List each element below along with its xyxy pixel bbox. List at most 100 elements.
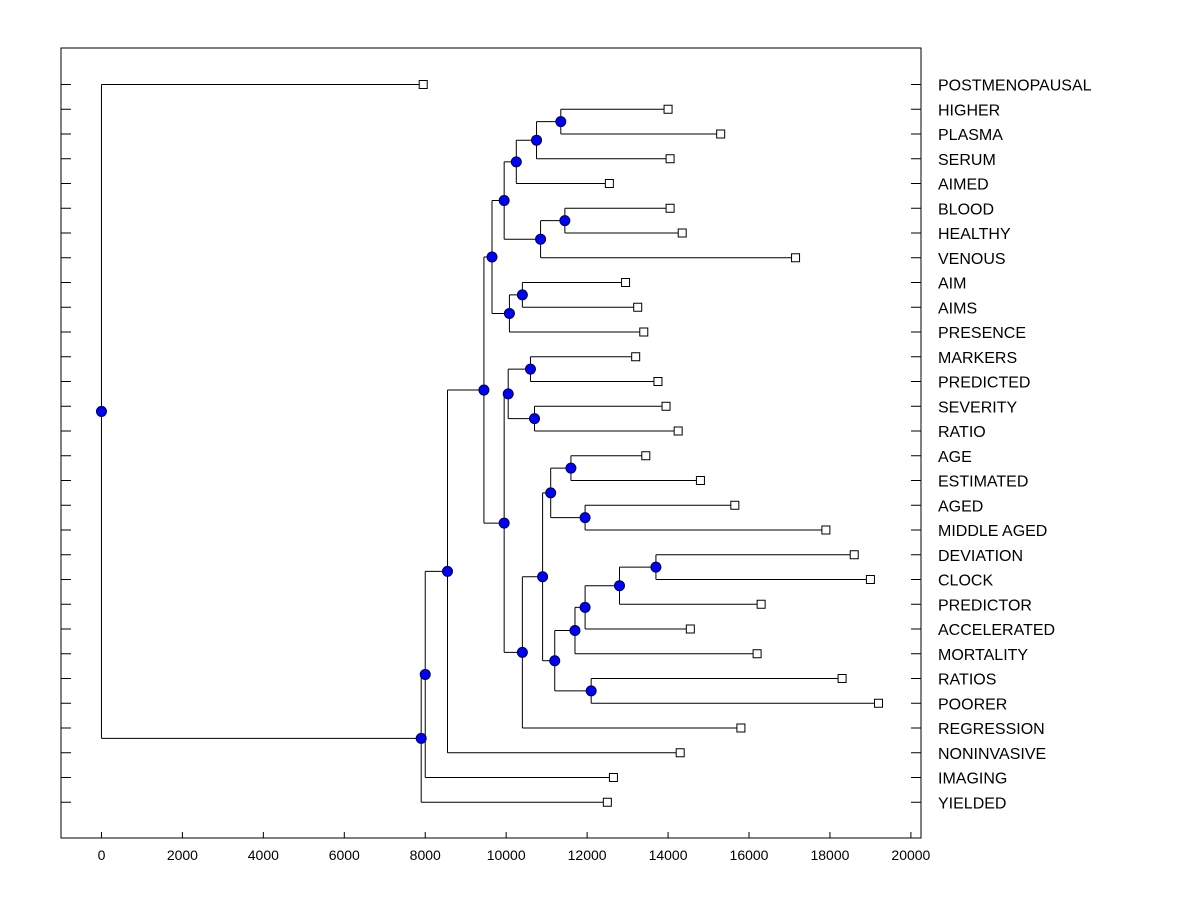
leaf-label: RATIO [938,424,986,441]
leaf-label: ACCELERATED [938,622,1055,639]
merge-node [95,405,107,417]
merge-node [650,561,662,573]
leaf-label: MORTALITY [938,647,1028,664]
merge-node [498,195,510,207]
leaf-label: PREDICTOR [938,597,1032,614]
leaf-label: RATIOS [938,672,996,689]
merge-node [613,580,625,592]
leaf-marker [837,674,847,683]
merge-node [545,487,557,499]
leaf-label: NONINVASIVE [938,746,1046,763]
leaf-marker [685,624,695,634]
leaf-label: HEALTHY [938,226,1011,243]
leaf-labels: POSTMENOPAUSAL HIGHER PLASMA SERUM AIMED BLOO… [938,78,1092,813]
leaf-label: HIGHER [938,102,1000,119]
x-tick-label: 0 [98,847,106,863]
leaf-marker [756,599,766,609]
leaf-marker [821,525,831,535]
leaf-label: BLOOD [938,201,994,218]
leaf-marker [661,401,671,411]
leaf-marker [791,253,801,263]
merge-node [419,668,431,680]
x-tick-label: 6000 [329,847,360,863]
x-tick-label: 16000 [730,847,769,863]
leaf-marker [653,377,663,386]
leaf-label: POORER [938,696,1007,713]
leaf-marker [665,203,675,213]
x-tick-label: 2000 [167,847,198,863]
merge-node [503,307,515,319]
merge-node [498,517,510,529]
leaf-marker [631,352,641,362]
y-ticks [61,84,921,803]
leaf-marker [621,278,631,287]
merge-node [415,732,427,744]
leaf-label: IMAGING [938,771,1007,788]
x-tick-label: 20000 [891,847,930,863]
merge-node [559,215,571,227]
x-tick-label: 10000 [487,847,526,863]
leaf-marker [633,302,643,312]
merge-node [441,565,453,577]
merge-node [529,413,541,425]
merge-node [585,685,597,697]
leaf-marker [730,500,740,510]
leaf-label: PREDICTED [938,375,1030,392]
leaf-label: AIMED [938,177,989,194]
leaf-label: AIMS [938,300,977,317]
leaf-marker [675,748,685,758]
merge-node [549,655,561,667]
merge-node [524,363,536,375]
leaf-label: PLASMA [938,127,1003,144]
leaf-marker [874,698,884,708]
leaf-label: AGE [938,449,972,466]
leaf-label: ESTIMATED [938,474,1028,491]
leaf-marker [639,327,649,337]
leaf-markers [418,80,884,807]
merge-node [537,571,549,583]
merge-node [502,388,514,400]
leaf-marker [716,129,726,139]
leaf-marker [608,773,618,782]
x-tick-label: 14000 [649,847,688,863]
leaf-label: SEVERITY [938,399,1017,416]
x-tick-label: 4000 [248,847,279,863]
leaf-marker [418,80,428,89]
x-tick-label: 12000 [568,847,607,863]
merge-node [569,625,581,637]
leaf-label: MARKERS [938,350,1017,367]
leaf-marker [695,476,705,485]
leaf-marker [677,228,687,238]
merge-node [516,289,528,301]
leaf-marker [673,426,683,436]
merge-node [555,116,567,128]
merge-node [516,646,528,658]
x-tick-label: 18000 [810,847,849,863]
dendrogram-links [100,84,879,803]
leaf-label: AGED [938,498,983,515]
leaf-label: REGRESSION [938,721,1045,738]
leaf-marker [602,797,612,807]
leaf-marker [849,550,859,560]
x-tick-label: 8000 [410,847,441,863]
merge-node [565,462,577,474]
leaf-label: SERUM [938,152,996,169]
merge-node [510,156,522,168]
leaf-marker [865,575,875,584]
merge-node [531,134,543,146]
leaf-label: DEVIATION [938,548,1023,565]
leaf-label: VENOUS [938,251,1006,268]
leaf-label: PRESENCE [938,325,1026,342]
leaf-marker [736,723,746,733]
leaf-label: AIM [938,276,966,293]
merge-node [579,512,591,524]
merge-node [579,601,591,613]
leaf-marker [663,104,673,114]
leaf-label: POSTMENOPAUSAL [938,78,1092,95]
leaf-label: YIELDED [938,795,1006,812]
leaf-marker [665,154,675,164]
merge-node [486,251,498,263]
leaf-marker [604,179,614,188]
x-axis: 0 2000 4000 6000 8000 10000 12000 14000 16000 180… [98,832,931,863]
